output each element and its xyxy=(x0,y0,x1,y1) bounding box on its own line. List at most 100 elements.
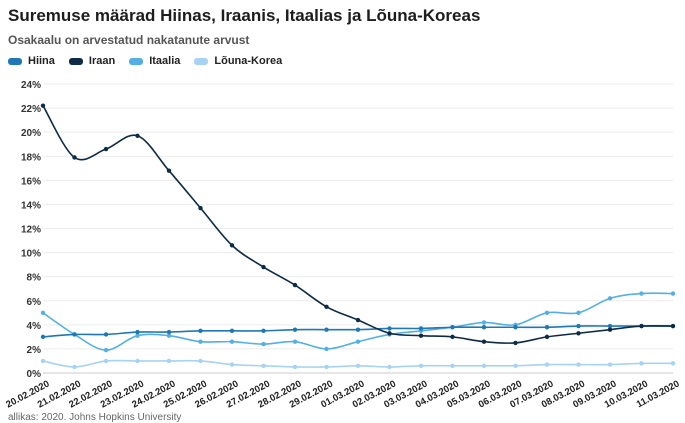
legend-item-iraan[interactable]: Iraan xyxy=(68,55,116,67)
data-point-louna-korea xyxy=(576,362,581,367)
data-point-itaalia xyxy=(355,339,361,344)
data-point-hiina xyxy=(40,334,46,340)
data-point-itaalia xyxy=(670,291,676,296)
y-tick-label: 16% xyxy=(21,176,41,187)
y-tick-label: 10% xyxy=(21,249,41,260)
source-note: allikas: 2020. Johns Hopkins University xyxy=(8,412,182,423)
data-point-louna-korea xyxy=(261,363,266,368)
data-point-hiina xyxy=(387,326,392,331)
y-tick-label: 12% xyxy=(21,225,41,236)
data-point-iraan xyxy=(40,103,46,108)
legend-item-hiina[interactable]: Hiina xyxy=(8,55,55,67)
data-point-iraan xyxy=(670,323,676,329)
data-point-louna-korea xyxy=(544,362,550,367)
data-point-louna-korea xyxy=(355,363,361,368)
data-point-hiina xyxy=(544,325,550,330)
data-point-hiina xyxy=(292,327,298,332)
data-point-iraan xyxy=(198,205,203,211)
data-point-itaalia xyxy=(135,333,140,338)
data-point-hiina xyxy=(72,332,77,337)
data-point-louna-korea xyxy=(670,361,676,366)
data-point-hiina xyxy=(418,326,424,331)
legend-swatch-iraan xyxy=(68,57,83,65)
legend-item-itaalia[interactable]: Itaalia xyxy=(129,55,180,67)
data-point-louna-korea xyxy=(387,364,392,370)
data-point-iraan xyxy=(544,334,550,340)
data-point-itaalia xyxy=(639,291,644,296)
data-point-louna-korea xyxy=(198,358,203,364)
data-point-itaalia xyxy=(481,320,487,325)
data-point-iraan xyxy=(607,327,613,332)
chart-title: Suremuse määrad Hiinas, Iraanis, Itaalia… xyxy=(8,6,481,25)
data-point-louna-korea xyxy=(481,363,487,368)
data-point-iraan xyxy=(135,133,140,138)
y-tick-label: 8% xyxy=(27,273,42,284)
legend-label-itaalia: Itaalia xyxy=(149,55,181,67)
data-point-itaalia xyxy=(261,341,266,347)
data-point-louna-korea xyxy=(639,361,644,366)
data-point-hiina xyxy=(607,323,613,329)
data-point-iraan xyxy=(261,264,266,270)
chart-subtitle: Osakaalu on arvestatud nakatanute arvust xyxy=(8,33,250,47)
data-point-hiina xyxy=(481,325,487,330)
legend-swatch-louna-korea xyxy=(194,57,209,65)
data-point-itaalia xyxy=(324,346,329,352)
data-point-hiina xyxy=(324,327,329,332)
data-point-iraan xyxy=(292,282,298,288)
legend: Hiina Iraan Itaalia Lõuna-Korea xyxy=(8,55,296,67)
data-point-louna-korea xyxy=(513,363,518,368)
data-point-iraan xyxy=(229,243,235,248)
data-point-hiina xyxy=(166,329,172,335)
data-point-louna-korea xyxy=(72,364,77,370)
legend-label-hiina: Hiina xyxy=(28,55,55,67)
data-point-iraan xyxy=(387,331,392,336)
data-point-louna-korea xyxy=(324,364,329,370)
y-tick-label: 22% xyxy=(21,104,41,115)
data-point-iraan xyxy=(355,317,361,323)
series-line-iraan xyxy=(42,105,674,344)
data-point-itaalia xyxy=(544,310,550,315)
legend-swatch-itaalia xyxy=(129,57,144,65)
data-point-hiina xyxy=(355,327,361,332)
data-point-iraan xyxy=(324,304,329,309)
data-point-iraan xyxy=(576,331,581,336)
data-point-iraan xyxy=(418,333,424,338)
data-point-louna-korea xyxy=(166,358,172,364)
data-point-itaalia xyxy=(103,347,109,353)
y-tick-label: 2% xyxy=(27,345,42,356)
data-point-iraan xyxy=(103,146,109,152)
data-point-hiina xyxy=(450,325,455,330)
data-point-louna-korea xyxy=(103,358,109,364)
data-point-hiina xyxy=(198,328,203,334)
legend-label-louna-korea: Lõuna-Korea xyxy=(214,55,283,67)
data-point-louna-korea xyxy=(450,363,455,368)
data-point-iraan xyxy=(166,168,172,173)
data-point-louna-korea xyxy=(229,362,235,367)
y-tick-label: 4% xyxy=(27,321,42,332)
data-point-hiina xyxy=(576,323,581,329)
data-point-hiina xyxy=(135,329,140,335)
data-point-itaalia xyxy=(40,310,46,315)
legend-label-iraan: Iraan xyxy=(88,55,116,67)
data-point-hiina xyxy=(513,325,518,330)
legend-item-louna-korea[interactable]: Lõuna-Korea xyxy=(194,55,282,67)
data-point-itaalia xyxy=(229,339,235,344)
data-point-itaalia xyxy=(576,310,581,315)
data-point-itaalia xyxy=(198,339,203,344)
y-tick-label: 0% xyxy=(27,369,42,380)
data-point-louna-korea xyxy=(607,362,613,367)
data-point-iraan xyxy=(72,155,77,160)
data-point-iraan xyxy=(513,340,518,346)
y-tick-label: 24% xyxy=(21,80,41,91)
data-point-hiina xyxy=(261,328,266,334)
data-point-louna-korea xyxy=(418,363,424,368)
data-point-hiina xyxy=(229,328,235,334)
data-point-iraan xyxy=(481,339,487,344)
y-tick-label: 18% xyxy=(21,152,41,163)
data-point-louna-korea xyxy=(292,364,298,370)
data-point-louna-korea xyxy=(40,358,46,364)
y-tick-label: 14% xyxy=(21,200,41,211)
data-point-iraan xyxy=(639,323,644,329)
y-tick-label: 20% xyxy=(21,128,41,139)
